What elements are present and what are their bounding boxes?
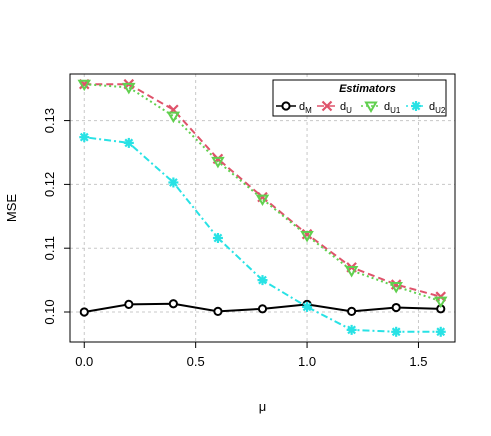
data-point-du2 bbox=[391, 326, 402, 337]
legend-items: dM dU dU1 dU2 bbox=[276, 100, 446, 115]
legend-label-dm: dM bbox=[299, 101, 312, 115]
x-axis-title: μ bbox=[259, 399, 267, 414]
legend-item-du: dU bbox=[317, 100, 352, 115]
data-point-du1 bbox=[255, 194, 270, 207]
legend-marker-du2 bbox=[411, 101, 421, 111]
data-point-du1 bbox=[211, 156, 225, 169]
x-tick-label: 0.5 bbox=[187, 354, 205, 369]
data-point-du1 bbox=[389, 281, 403, 294]
x-tick-label: 0.0 bbox=[75, 354, 93, 369]
y-tick-label: 0.10 bbox=[42, 299, 57, 324]
plot-frame bbox=[69, 73, 456, 343]
legend-title: Estimators bbox=[339, 83, 396, 95]
data-point-du1 bbox=[344, 266, 359, 278]
series-line-du1 bbox=[84, 83, 442, 303]
data-point-dm bbox=[168, 299, 178, 309]
y-axis-title: MSE bbox=[4, 194, 19, 223]
legend-label-du1: dU1 bbox=[384, 101, 401, 115]
y-tick-label: 0.11 bbox=[42, 236, 57, 260]
legend-marker-du bbox=[321, 100, 333, 112]
data-point-dm bbox=[213, 306, 223, 316]
series-line-du2 bbox=[84, 136, 441, 333]
data-point-dm bbox=[391, 302, 401, 313]
data-point-du2 bbox=[257, 275, 268, 286]
legend: Estimators dM dU dU1 dU2 bbox=[272, 79, 447, 117]
data-point-du2 bbox=[435, 326, 446, 337]
data-point-dm bbox=[257, 304, 268, 314]
data-point-du2 bbox=[212, 232, 223, 243]
data-point-du2 bbox=[302, 301, 313, 312]
legend-marker-du1 bbox=[364, 101, 378, 113]
data-point-du2 bbox=[79, 132, 90, 143]
series-markers bbox=[77, 78, 448, 337]
data-point-dm bbox=[347, 306, 357, 316]
series-lines bbox=[84, 83, 442, 333]
legend-item-du1: dU1 bbox=[361, 101, 401, 115]
y-tick-label: 0.13 bbox=[42, 108, 57, 133]
data-point-du1 bbox=[77, 79, 92, 92]
y-axis: 0.10 0.11 0.12 0.13 bbox=[42, 108, 70, 325]
legend-label-du: dU bbox=[340, 101, 352, 115]
data-point-dm bbox=[124, 299, 134, 309]
data-point-du2 bbox=[168, 177, 179, 188]
x-axis: 0.0 0.5 1.0 1.5 bbox=[75, 342, 427, 369]
legend-item-du2: dU2 bbox=[406, 101, 446, 115]
x-tick-label: 1.5 bbox=[409, 354, 427, 369]
x-tick-label: 1.0 bbox=[298, 354, 316, 369]
legend-box bbox=[272, 79, 447, 117]
data-point-du1 bbox=[122, 82, 136, 95]
data-point-dm bbox=[79, 307, 89, 317]
data-point-du1 bbox=[300, 230, 314, 243]
y-tick-label: 0.12 bbox=[42, 172, 57, 197]
data-point-du1 bbox=[433, 296, 448, 309]
legend-marker-dm bbox=[281, 101, 291, 111]
data-point-du2 bbox=[123, 137, 134, 148]
data-point-du2 bbox=[346, 324, 357, 335]
legend-label-du2: dU2 bbox=[429, 101, 446, 115]
data-point-du1 bbox=[166, 111, 181, 124]
legend-item-dm: dM bbox=[276, 101, 312, 115]
